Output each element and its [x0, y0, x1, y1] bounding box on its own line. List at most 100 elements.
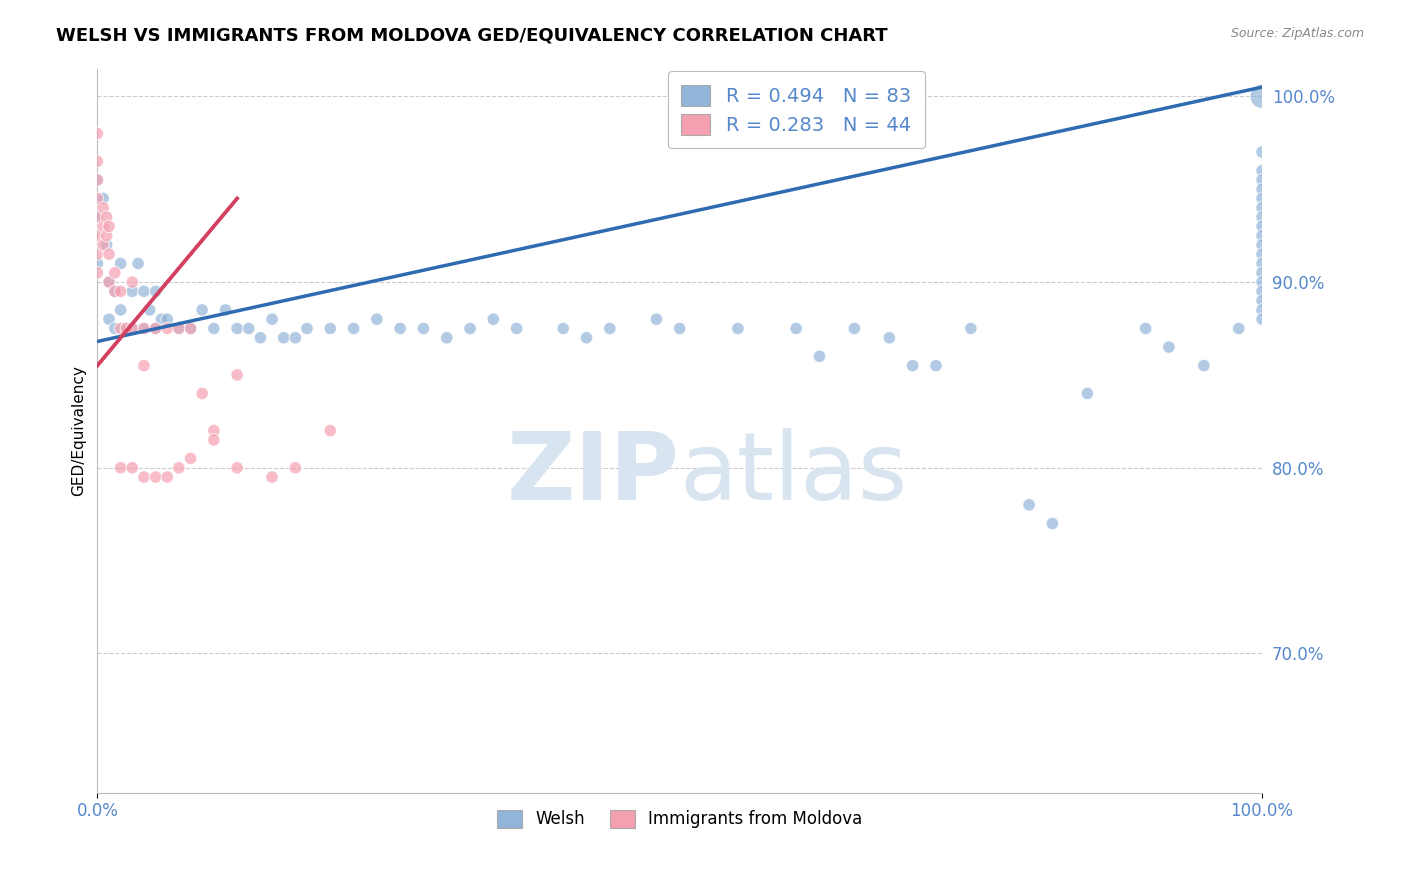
Point	[1251, 201, 1274, 215]
Point	[110, 460, 132, 475]
Point	[202, 424, 225, 438]
Point	[284, 331, 307, 345]
Point	[91, 201, 114, 215]
Text: WELSH VS IMMIGRANTS FROM MOLDOVA GED/EQUIVALENCY CORRELATION CHART: WELSH VS IMMIGRANTS FROM MOLDOVA GED/EQU…	[56, 27, 887, 45]
Point	[1251, 275, 1274, 289]
Point	[121, 321, 143, 335]
Point	[1251, 312, 1274, 326]
Point	[214, 302, 236, 317]
Point	[121, 321, 143, 335]
Point	[132, 321, 155, 335]
Point	[167, 460, 190, 475]
Point	[86, 256, 108, 270]
Point	[86, 210, 108, 224]
Point	[273, 331, 295, 345]
Point	[226, 321, 249, 335]
Point	[1251, 293, 1274, 308]
Point	[1135, 321, 1157, 335]
Point	[1251, 228, 1274, 243]
Point	[202, 321, 225, 335]
Point	[1042, 516, 1064, 531]
Legend: Welsh, Immigrants from Moldova: Welsh, Immigrants from Moldova	[491, 803, 869, 835]
Point	[86, 210, 108, 224]
Point	[180, 321, 202, 335]
Point	[1227, 321, 1250, 335]
Point	[86, 173, 108, 187]
Point	[1251, 285, 1274, 299]
Point	[482, 312, 505, 326]
Point	[844, 321, 866, 335]
Point	[91, 238, 114, 252]
Point	[86, 173, 108, 187]
Point	[319, 321, 342, 335]
Point	[86, 228, 108, 243]
Point	[1251, 182, 1274, 196]
Point	[284, 460, 307, 475]
Point	[960, 321, 983, 335]
Point	[1251, 210, 1274, 224]
Point	[202, 433, 225, 447]
Point	[1076, 386, 1098, 401]
Point	[645, 312, 668, 326]
Point	[104, 285, 127, 299]
Point	[1251, 302, 1274, 317]
Point	[132, 470, 155, 484]
Point	[925, 359, 948, 373]
Text: atlas: atlas	[679, 428, 908, 520]
Point	[1251, 219, 1274, 234]
Point	[98, 247, 121, 261]
Point	[167, 321, 190, 335]
Point	[121, 460, 143, 475]
Point	[98, 312, 121, 326]
Point	[132, 321, 155, 335]
Point	[1251, 145, 1274, 159]
Point	[668, 321, 690, 335]
Point	[727, 321, 749, 335]
Point	[1251, 89, 1274, 103]
Point	[98, 275, 121, 289]
Point	[295, 321, 318, 335]
Point	[91, 219, 114, 234]
Point	[121, 275, 143, 289]
Point	[98, 219, 121, 234]
Point	[150, 312, 173, 326]
Point	[366, 312, 388, 326]
Point	[505, 321, 527, 335]
Point	[121, 285, 143, 299]
Point	[86, 266, 108, 280]
Point	[98, 275, 121, 289]
Text: ZIP: ZIP	[506, 428, 679, 520]
Text: Source: ZipAtlas.com: Source: ZipAtlas.com	[1230, 27, 1364, 40]
Point	[1251, 163, 1274, 178]
Point	[96, 210, 118, 224]
Point	[575, 331, 598, 345]
Point	[1157, 340, 1180, 354]
Point	[412, 321, 434, 335]
Point	[599, 321, 621, 335]
Point	[86, 154, 108, 169]
Point	[342, 321, 364, 335]
Point	[156, 312, 179, 326]
Point	[110, 321, 132, 335]
Point	[132, 359, 155, 373]
Point	[115, 321, 138, 335]
Point	[115, 321, 138, 335]
Point	[110, 285, 132, 299]
Point	[1251, 247, 1274, 261]
Point	[1251, 238, 1274, 252]
Point	[879, 331, 901, 345]
Point	[808, 349, 831, 363]
Point	[458, 321, 481, 335]
Point	[191, 302, 214, 317]
Point	[156, 321, 179, 335]
Point	[91, 192, 114, 206]
Point	[104, 285, 127, 299]
Point	[145, 285, 167, 299]
Point	[226, 368, 249, 382]
Point	[226, 460, 249, 475]
Point	[238, 321, 260, 335]
Point	[156, 470, 179, 484]
Point	[1251, 266, 1274, 280]
Point	[180, 451, 202, 466]
Point	[86, 192, 108, 206]
